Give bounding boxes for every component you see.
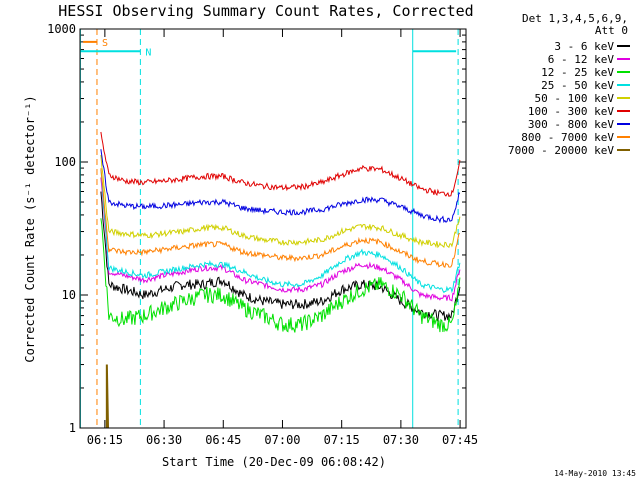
x-tick-label: 07:30 bbox=[383, 433, 419, 447]
y-tick-label: 1 bbox=[69, 421, 76, 435]
legend-header: Det 1,3,4,5,6,9, bbox=[522, 12, 628, 25]
series-line bbox=[100, 218, 461, 333]
legend-entry-label: 50 - 100 keV bbox=[535, 92, 615, 105]
series-line bbox=[100, 177, 461, 302]
legend-entry-label: 3 - 6 keV bbox=[554, 40, 614, 53]
legend-header: Att 0 bbox=[595, 24, 628, 37]
plot-frame bbox=[79, 28, 467, 429]
series-line bbox=[100, 131, 461, 197]
x-tick-label: 06:45 bbox=[205, 433, 241, 447]
series-line bbox=[105, 364, 110, 429]
legend-entry-label: 100 - 300 keV bbox=[528, 105, 614, 118]
legend-entry-label: 300 - 800 keV bbox=[528, 118, 614, 131]
chart-title: HESSI Observing Summary Count Rates, Cor… bbox=[58, 2, 473, 20]
footer-timestamp: 14-May-2010 13:45 bbox=[554, 469, 636, 478]
y-tick-label: 10 bbox=[62, 288, 76, 302]
x-tick-label: 07:00 bbox=[264, 433, 300, 447]
series-line bbox=[100, 169, 461, 294]
x-axis-label: Start Time (20-Dec-09 06:08:42) bbox=[162, 455, 386, 469]
series-line bbox=[100, 154, 461, 249]
x-tick-label: 06:15 bbox=[87, 433, 123, 447]
y-tick-label: 100 bbox=[54, 155, 76, 169]
y-tick-label: 1000 bbox=[47, 22, 76, 36]
legend-entry-label: 6 - 12 keV bbox=[548, 53, 615, 66]
legend-entry-label: 800 - 7000 keV bbox=[521, 131, 614, 144]
legend-entry-label: 25 - 50 keV bbox=[541, 79, 614, 92]
y-axis-label: Corrected Count Rate (s⁻¹ detector⁻¹) bbox=[23, 95, 37, 362]
series-line bbox=[100, 168, 461, 268]
legend-entry-label: 7000 - 20000 keV bbox=[508, 144, 614, 157]
flag-bar-label: N bbox=[145, 47, 151, 58]
legend-entry-label: 12 - 25 keV bbox=[541, 66, 614, 79]
x-tick-label: 06:30 bbox=[146, 433, 182, 447]
chart-marks: 06:15 06:30 06:45 07:00 07:15 07:30 07:45 1 10 10… bbox=[47, 22, 478, 447]
x-tick-label: 07:15 bbox=[324, 433, 360, 447]
series-line bbox=[100, 149, 461, 224]
series-line bbox=[100, 191, 461, 322]
x-tick-label: 07:45 bbox=[442, 433, 478, 447]
flag-bar-label: S bbox=[102, 38, 108, 49]
